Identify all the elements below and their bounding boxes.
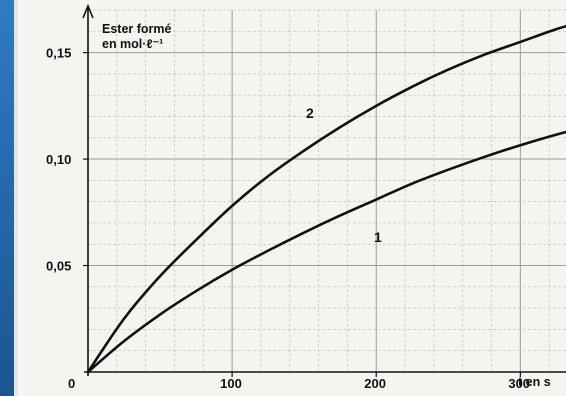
y-tick-label: 0,10 [46,152,71,167]
x-tick-label: 200 [364,376,386,391]
x-tick-label: 300 [508,376,530,391]
x-tick-label: 0 [68,376,75,391]
y-tick-label: 0,05 [46,259,71,274]
chart: 0 100 200 300 0,05 0,10 0,15 Ester formé en mo… [18,0,566,396]
y-tick-label: 0,15 [46,46,71,61]
curve-label-2: 2 [306,105,314,121]
y-axis-title-line1: Ester formé [102,22,172,36]
curves [86,24,566,374]
y-axis-arrow [82,3,94,19]
series-line-1 [86,130,566,374]
axes [82,3,566,377]
y-axis-title-line2: en mol·ℓ⁻¹ [102,37,163,51]
curve-label-1: 1 [374,229,382,245]
series-line-2 [86,24,566,374]
tick-labels: 0 100 200 300 0,05 0,10 0,15 [46,46,530,391]
window-frame-left [0,0,14,396]
chart-paper [18,0,566,396]
x-axis-title: t en s [518,375,551,389]
x-tick-label: 100 [220,376,242,391]
side-panel-strip [14,0,18,396]
